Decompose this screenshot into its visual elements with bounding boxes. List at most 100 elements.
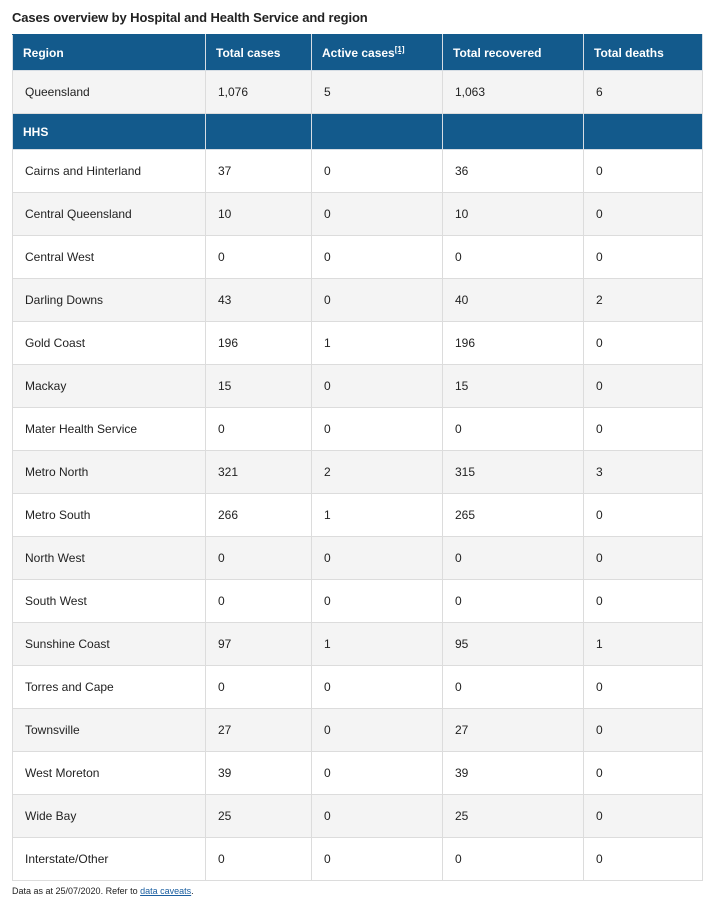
footnote-ref-link[interactable]: [1] xyxy=(394,45,405,54)
cell-active-cases: 0 xyxy=(311,407,443,451)
section-label: HHS xyxy=(12,113,206,150)
section-cell xyxy=(205,113,312,150)
cell-total-deaths: 6 xyxy=(583,70,703,114)
cell-total-deaths: 0 xyxy=(583,493,703,537)
cell-region: Wide Bay xyxy=(12,794,206,838)
data-footnote: Data as at 25/07/2020. Refer to data cav… xyxy=(12,886,194,896)
cell-total-recovered: 0 xyxy=(442,665,584,709)
cell-total-recovered: 315 xyxy=(442,450,584,494)
cell-total-deaths: 3 xyxy=(583,450,703,494)
cell-total-deaths: 0 xyxy=(583,192,703,236)
cell-region: Interstate/Other xyxy=(12,837,206,881)
header-row: Region Total cases Active cases[1] Total… xyxy=(12,34,703,71)
cases-table: Region Total cases Active cases[1] Total… xyxy=(12,34,703,881)
cell-total-cases: 321 xyxy=(205,450,312,494)
cell-active-cases: 1 xyxy=(311,493,443,537)
cell-active-cases: 0 xyxy=(311,278,443,322)
section-cell xyxy=(583,113,703,150)
cell-total-deaths: 0 xyxy=(583,665,703,709)
cell-region: Cairns and Hinterland xyxy=(12,149,206,193)
cell-total-deaths: 0 xyxy=(583,407,703,451)
cell-total-recovered: 0 xyxy=(442,579,584,623)
cell-active-cases: 0 xyxy=(311,149,443,193)
footnote-text: Data as at 25/07/2020. Refer to xyxy=(12,886,141,896)
cell-total-recovered: 36 xyxy=(442,149,584,193)
cell-region: Sunshine Coast xyxy=(12,622,206,666)
cell-total-cases: 37 xyxy=(205,149,312,193)
cell-total-deaths: 0 xyxy=(583,321,703,365)
cell-total-cases: 15 xyxy=(205,364,312,408)
cell-active-cases: 0 xyxy=(311,579,443,623)
table-row: Cairns and Hinterland 37 0 36 0 xyxy=(12,149,703,193)
cell-total-deaths: 0 xyxy=(583,364,703,408)
cell-region: Townsville xyxy=(12,708,206,752)
table-row: Central West 0 0 0 0 xyxy=(12,235,703,279)
table-row: Metro North 321 2 315 3 xyxy=(12,450,703,494)
cell-region: Queensland xyxy=(12,70,206,114)
cell-total-cases: 266 xyxy=(205,493,312,537)
cell-total-recovered: 196 xyxy=(442,321,584,365)
cell-total-cases: 0 xyxy=(205,837,312,881)
cell-total-recovered: 0 xyxy=(442,837,584,881)
table-row: Torres and Cape 0 0 0 0 xyxy=(12,665,703,709)
cell-active-cases: 0 xyxy=(311,708,443,752)
cell-region: Mackay xyxy=(12,364,206,408)
col-header-total-deaths: Total deaths xyxy=(583,34,703,71)
state-row: Queensland 1,076 5 1,063 6 xyxy=(12,70,703,114)
cell-region: South West xyxy=(12,579,206,623)
table-row: Interstate/Other 0 0 0 0 xyxy=(12,837,703,881)
cell-total-cases: 0 xyxy=(205,407,312,451)
cell-region: Metro North xyxy=(12,450,206,494)
cell-active-cases: 5 xyxy=(311,70,443,114)
cell-total-recovered: 25 xyxy=(442,794,584,838)
cell-region: Torres and Cape xyxy=(12,665,206,709)
table-row: Townsville 27 0 27 0 xyxy=(12,708,703,752)
cell-active-cases: 1 xyxy=(311,622,443,666)
cell-total-cases: 25 xyxy=(205,794,312,838)
table-row: Darling Downs 43 0 40 2 xyxy=(12,278,703,322)
cell-total-recovered: 1,063 xyxy=(442,70,584,114)
col-header-active-cases: Active cases[1] xyxy=(311,34,443,71)
table-row: Metro South 266 1 265 0 xyxy=(12,493,703,537)
cell-total-deaths: 0 xyxy=(583,536,703,580)
table-caption: Cases overview by Hospital and Health Se… xyxy=(12,10,368,25)
col-header-active-cases-label: Active cases xyxy=(322,46,395,60)
cell-active-cases: 2 xyxy=(311,450,443,494)
col-header-region: Region xyxy=(12,34,206,71)
col-header-total-cases: Total cases xyxy=(205,34,312,71)
section-row-hhs: HHS xyxy=(12,113,703,150)
cell-active-cases: 0 xyxy=(311,665,443,709)
cell-total-deaths: 0 xyxy=(583,751,703,795)
cell-active-cases: 0 xyxy=(311,794,443,838)
table-row: West Moreton 39 0 39 0 xyxy=(12,751,703,795)
cell-total-recovered: 27 xyxy=(442,708,584,752)
table-row: Sunshine Coast 97 1 95 1 xyxy=(12,622,703,666)
cell-total-recovered: 0 xyxy=(442,235,584,279)
table-row: Mater Health Service 0 0 0 0 xyxy=(12,407,703,451)
cell-active-cases: 0 xyxy=(311,837,443,881)
table-row: Central Queensland 10 0 10 0 xyxy=(12,192,703,236)
cell-total-recovered: 15 xyxy=(442,364,584,408)
table-row: Wide Bay 25 0 25 0 xyxy=(12,794,703,838)
table-row: North West 0 0 0 0 xyxy=(12,536,703,580)
cell-region: Darling Downs xyxy=(12,278,206,322)
cell-total-cases: 39 xyxy=(205,751,312,795)
table-row: South West 0 0 0 0 xyxy=(12,579,703,623)
cell-total-deaths: 0 xyxy=(583,235,703,279)
cell-total-recovered: 95 xyxy=(442,622,584,666)
table-header: Region Total cases Active cases[1] Total… xyxy=(12,34,703,71)
table-row: Mackay 15 0 15 0 xyxy=(12,364,703,408)
data-caveats-link[interactable]: data caveats xyxy=(140,886,192,896)
cell-total-recovered: 265 xyxy=(442,493,584,537)
section-cell xyxy=(442,113,584,150)
table-body: Queensland 1,076 5 1,063 6 HHS Cairns an… xyxy=(12,70,703,881)
cell-total-cases: 0 xyxy=(205,579,312,623)
cell-total-recovered: 0 xyxy=(442,536,584,580)
section-cell xyxy=(311,113,443,150)
cell-total-recovered: 40 xyxy=(442,278,584,322)
cell-total-deaths: 1 xyxy=(583,622,703,666)
col-header-total-recovered: Total recovered xyxy=(442,34,584,71)
cell-active-cases: 1 xyxy=(311,321,443,365)
cell-region: Central Queensland xyxy=(12,192,206,236)
cell-active-cases: 0 xyxy=(311,364,443,408)
